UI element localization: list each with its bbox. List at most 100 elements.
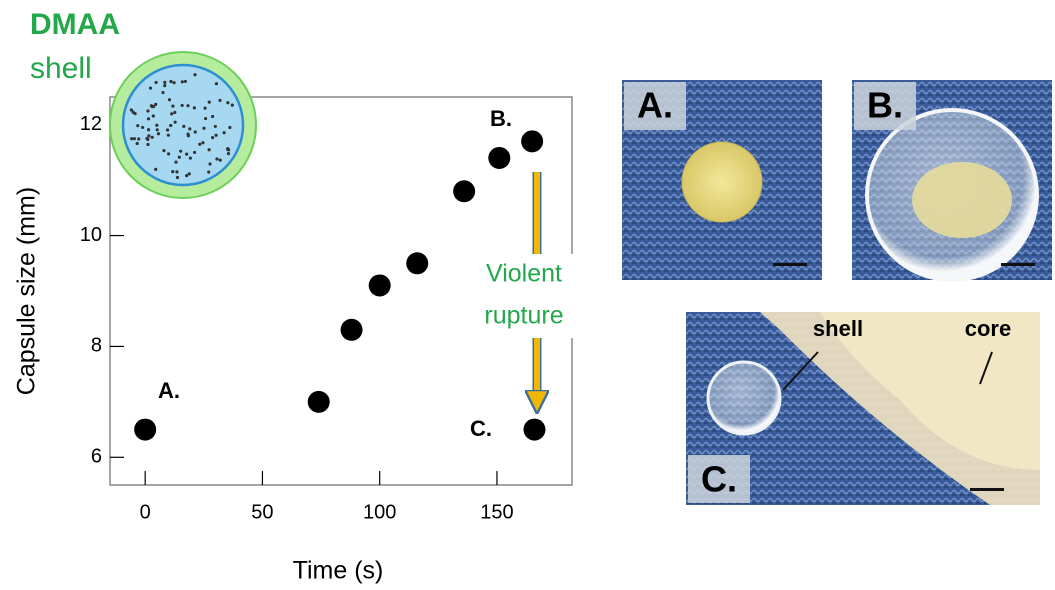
capsule-dot bbox=[147, 128, 150, 131]
capsule-inset bbox=[110, 52, 256, 198]
data-point bbox=[341, 319, 363, 341]
capsule-dot bbox=[188, 172, 191, 175]
capsule-dot bbox=[173, 81, 176, 84]
x-tick-label: 150 bbox=[480, 501, 513, 523]
capsule-dot bbox=[198, 143, 201, 146]
point-label: C. bbox=[470, 416, 492, 441]
capsule-dot bbox=[186, 104, 189, 107]
capsule-dot bbox=[194, 130, 197, 133]
y-tick-label: 6 bbox=[91, 446, 102, 468]
capsule-dot bbox=[174, 121, 177, 124]
capsule-dot bbox=[171, 170, 174, 173]
capsule-dot bbox=[171, 104, 174, 107]
capsule-dot bbox=[155, 81, 158, 84]
capsule-dot bbox=[215, 134, 218, 137]
inset-subtitle: shell bbox=[30, 52, 92, 85]
photo-c: C. shell core bbox=[686, 312, 1040, 505]
capsule-dot bbox=[218, 99, 221, 102]
inset-title: DMAA bbox=[30, 8, 120, 41]
capsule-dot bbox=[228, 126, 231, 129]
y-tick-label: 10 bbox=[80, 224, 102, 246]
capsule-dot bbox=[188, 127, 191, 130]
data-point bbox=[488, 147, 510, 169]
capsule-dot bbox=[181, 80, 184, 83]
capsule-dot bbox=[136, 142, 139, 145]
photo-callout: core bbox=[965, 316, 1011, 341]
capsule-dot bbox=[185, 153, 188, 156]
capsule-dot bbox=[189, 156, 192, 159]
capsule-dot bbox=[162, 149, 165, 152]
capsule-dot bbox=[167, 152, 170, 155]
capsule-dot bbox=[219, 159, 222, 162]
photo-callout: shell bbox=[813, 316, 863, 341]
arrow-text: rupture bbox=[484, 302, 563, 330]
photo-label: C. bbox=[701, 459, 737, 500]
capsule-dot bbox=[147, 117, 150, 120]
capsule-dot bbox=[231, 104, 234, 107]
photo-label: A. bbox=[637, 85, 673, 126]
capsule-dot bbox=[187, 133, 190, 136]
capsule-dot bbox=[133, 137, 136, 140]
y-tick-label: 8 bbox=[91, 335, 102, 357]
data-point bbox=[308, 391, 330, 413]
point-label: B. bbox=[490, 106, 512, 131]
photo-a: A. bbox=[622, 80, 822, 280]
y-tick-label: 12 bbox=[80, 113, 102, 135]
capsule-dot bbox=[226, 147, 229, 150]
capsule-dot bbox=[173, 111, 176, 114]
data-point bbox=[521, 130, 543, 152]
y-axis-label: Capsule size (mm) bbox=[13, 187, 41, 395]
capsule-dot bbox=[193, 73, 196, 76]
arrow-text: Violent bbox=[486, 260, 562, 288]
capsule-dot bbox=[154, 168, 157, 171]
capsule-dot bbox=[161, 91, 164, 94]
capsule-dot bbox=[166, 128, 169, 131]
capsule-dot bbox=[167, 134, 170, 137]
capsule-dot bbox=[156, 128, 159, 131]
x-tick-label: 0 bbox=[140, 501, 151, 523]
capsule-dot bbox=[208, 148, 211, 151]
capsule-dot bbox=[170, 112, 173, 115]
capsule-dot bbox=[184, 80, 187, 83]
capsule-dot bbox=[147, 134, 150, 137]
capsule-dot bbox=[175, 170, 178, 173]
capsule-dot bbox=[227, 152, 230, 155]
capsule-dot bbox=[182, 125, 185, 128]
capsule-dot bbox=[203, 107, 206, 110]
capsule-dot bbox=[150, 104, 153, 107]
capsule-dot bbox=[141, 126, 144, 129]
capsule-dot bbox=[215, 157, 218, 160]
photo-b: B. bbox=[852, 80, 1052, 280]
capsule-dot bbox=[208, 101, 211, 104]
capsule-dot bbox=[130, 108, 133, 111]
capsule-dot bbox=[163, 84, 166, 87]
point-label: A. bbox=[158, 378, 180, 403]
data-point bbox=[406, 252, 428, 274]
capsule-dot bbox=[146, 109, 149, 112]
capsule-dot bbox=[193, 106, 196, 109]
capsule-dot bbox=[176, 176, 179, 179]
capsule-dot bbox=[149, 86, 152, 89]
photo-label: B. bbox=[867, 85, 903, 126]
capsule-dot bbox=[202, 127, 205, 130]
capsule-dot bbox=[151, 136, 154, 139]
capsule-dot bbox=[169, 80, 172, 83]
capsule-dot bbox=[193, 151, 196, 154]
capsule-dot bbox=[185, 174, 188, 177]
capsule-dot bbox=[146, 143, 149, 146]
capsule-dot bbox=[157, 132, 160, 135]
data-point bbox=[134, 419, 156, 441]
capsule-dot bbox=[215, 82, 218, 85]
capsule-dot bbox=[152, 114, 155, 117]
data-point bbox=[369, 274, 391, 296]
capsule-dot bbox=[204, 117, 207, 120]
data-point bbox=[523, 419, 545, 441]
x-tick-label: 50 bbox=[251, 501, 273, 523]
capsule-dot bbox=[211, 115, 214, 118]
x-tick-label: 100 bbox=[363, 501, 396, 523]
capsule-dot bbox=[163, 81, 166, 84]
capsule-dot bbox=[174, 160, 177, 163]
capsule-dot bbox=[214, 125, 217, 128]
capsule-dot bbox=[137, 137, 140, 140]
capsule-dot bbox=[179, 150, 182, 153]
